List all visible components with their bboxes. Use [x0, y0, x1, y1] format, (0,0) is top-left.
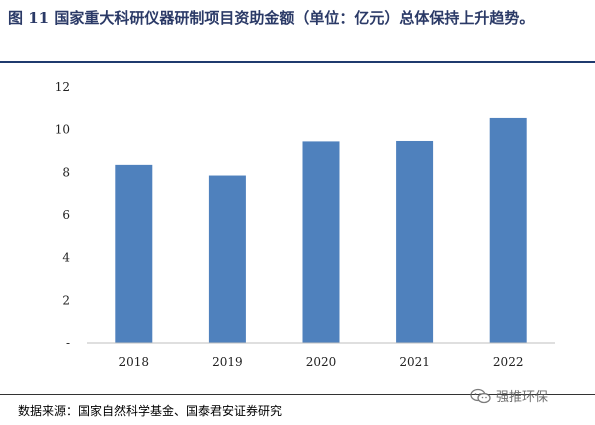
x-tick-label: 2019: [212, 355, 243, 369]
y-tick-label: 10: [55, 123, 70, 137]
page-title: 图 11 国家重大科研仪器研制项目资助金额（单位：亿元）总体保持上升趋势。: [8, 9, 535, 27]
x-tick-label: 2021: [399, 355, 430, 369]
bar-2018: [115, 164, 153, 343]
bar-chart: - 2 4 6 8 10 12 2018 2019 2020 2021 2022: [55, 80, 555, 369]
y-tick-label: 2: [62, 293, 70, 307]
title-divider: [0, 61, 595, 63]
bar-2020: [302, 141, 340, 343]
source-note: 数据来源：国家自然科学基金、国泰君安证券研究: [18, 404, 283, 418]
bar-2022: [489, 117, 527, 343]
watermark: 强推环保: [470, 386, 548, 405]
y-axis: - 2 4 6 8 10 12: [55, 80, 71, 350]
bars: [115, 117, 527, 343]
y-tick-label: 12: [55, 80, 70, 94]
x-tick-label: 2020: [306, 355, 337, 369]
bar-2019: [208, 175, 246, 343]
footer-divider: [0, 394, 595, 395]
bar-2021: [396, 140, 434, 343]
x-tick-label: 2022: [493, 355, 524, 369]
y-tick-label: 4: [62, 251, 70, 265]
x-axis: 2018 2019 2020 2021 2022: [87, 342, 555, 369]
wechat-icon: [470, 388, 491, 403]
x-tick-label: 2018: [119, 355, 150, 369]
y-tick-label: 8: [62, 165, 70, 179]
watermark-label: 强推环保: [496, 390, 549, 405]
y-tick-label: 6: [62, 208, 70, 222]
y-tick-label: -: [66, 336, 70, 350]
